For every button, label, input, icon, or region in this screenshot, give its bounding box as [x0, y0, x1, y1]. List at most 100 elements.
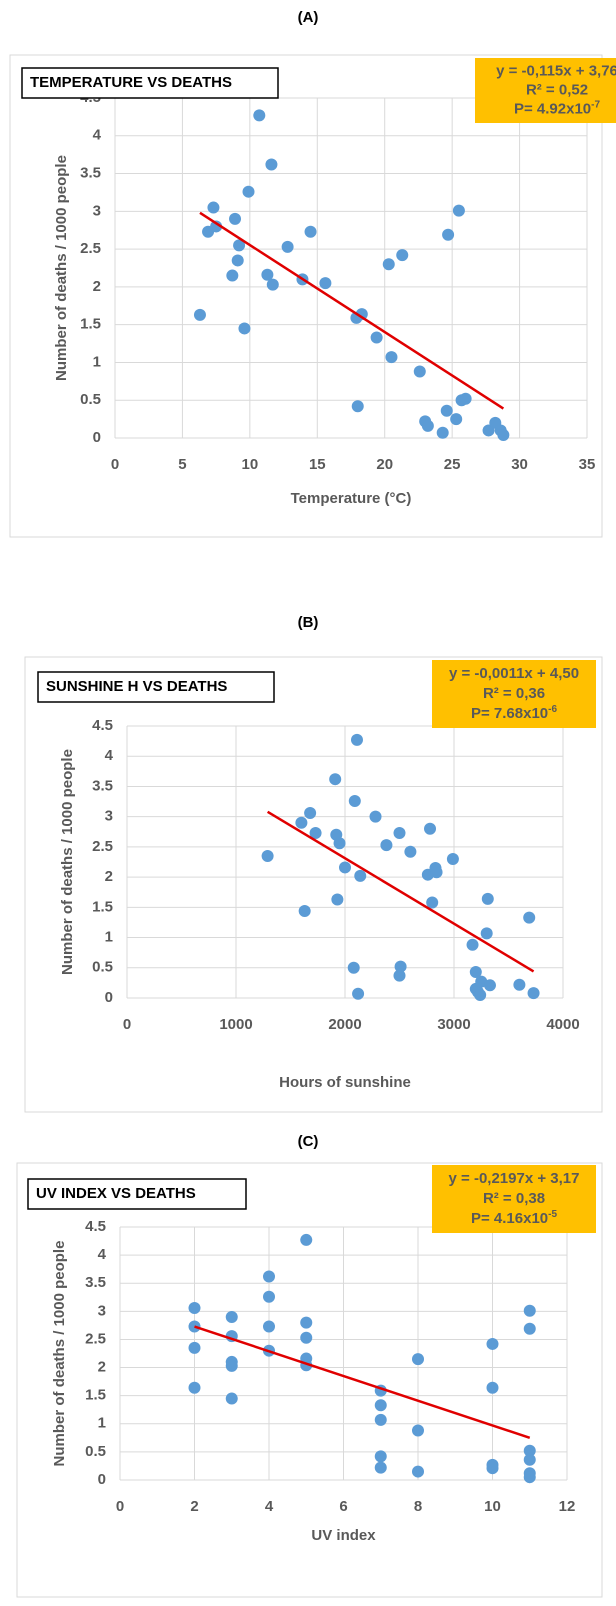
- y-tick-label: 3.5: [85, 1274, 106, 1291]
- y-tick-label: 0.5: [80, 391, 101, 408]
- data-point: [412, 1465, 424, 1478]
- data-point: [253, 109, 266, 122]
- p-value: P= 7.68x10-6: [471, 704, 557, 722]
- data-point: [263, 1320, 275, 1333]
- x-tick-label: 15: [309, 456, 326, 473]
- equation: y = -0,2197x + 3,17: [449, 1170, 580, 1187]
- data-point: [497, 428, 510, 441]
- data-point: [413, 365, 426, 378]
- data-point: [266, 278, 279, 291]
- y-tick-label: 4: [105, 747, 114, 764]
- x-tick-label: 8: [414, 1498, 422, 1515]
- x-axis-label: Temperature (°C): [291, 490, 412, 507]
- data-point: [424, 822, 437, 835]
- data-point: [188, 1381, 201, 1394]
- p-value: P= 4.92x10-7: [514, 99, 600, 117]
- annotation-box: [432, 1165, 596, 1233]
- data-point: [352, 987, 365, 1000]
- chart-title: TEMPERATURE VS DEATHS: [30, 74, 232, 91]
- annotation-box: [475, 58, 616, 123]
- data-point: [226, 269, 239, 282]
- y-tick-label: 4: [93, 127, 102, 144]
- x-tick-label: 4: [265, 1498, 274, 1515]
- data-point: [348, 794, 361, 807]
- data-point: [393, 826, 406, 839]
- p-value-base: P= 7.68x10: [471, 705, 548, 722]
- y-tick-label: 1: [105, 929, 113, 946]
- data-point: [207, 201, 220, 214]
- title-box: [27, 1178, 247, 1210]
- data-point: [396, 249, 409, 262]
- x-tick-label: 2: [190, 1498, 198, 1515]
- x-tick-label: 5: [178, 456, 186, 473]
- y-axis-label: Number of deaths / 1000 people: [53, 155, 70, 381]
- data-point: [188, 1341, 201, 1354]
- data-point: [486, 1381, 499, 1394]
- x-axis-label: UV index: [311, 1527, 376, 1544]
- p-value-base: P= 4.16x10: [471, 1210, 548, 1227]
- data-point: [347, 961, 360, 974]
- x-tick-label: 0: [123, 1016, 131, 1033]
- data-point: [281, 240, 294, 253]
- data-point: [355, 308, 368, 321]
- data-point: [329, 773, 342, 786]
- y-tick-label: 3: [93, 202, 101, 219]
- data-point: [350, 733, 363, 746]
- y-tick-label: 2: [105, 868, 113, 885]
- data-point: [242, 185, 255, 198]
- data-point: [393, 969, 406, 982]
- y-tick-label: 4.5: [85, 1218, 106, 1235]
- title-box: [21, 67, 279, 99]
- trend-line: [194, 1325, 531, 1440]
- data-point: [369, 810, 382, 823]
- x-tick-label: 0: [111, 456, 119, 473]
- data-point: [523, 1444, 536, 1457]
- data-point: [225, 1392, 238, 1405]
- x-tick-label: 35: [579, 456, 596, 473]
- panel-label: (A): [298, 9, 319, 26]
- data-point: [231, 254, 244, 267]
- y-tick-label: 3: [98, 1302, 106, 1319]
- data-point: [480, 927, 493, 940]
- data-point: [339, 861, 351, 874]
- y-tick-label: 1.5: [92, 898, 113, 915]
- panel-label: (B): [298, 614, 319, 631]
- y-tick-label: 4: [98, 1246, 107, 1263]
- y-tick-label: 4.5: [92, 717, 113, 734]
- data-point: [513, 978, 526, 991]
- data-point: [481, 892, 494, 905]
- data-point: [261, 268, 274, 281]
- data-point: [374, 1413, 387, 1426]
- chart-title: SUNSHINE H VS DEATHS: [46, 678, 227, 695]
- y-tick-label: 1: [98, 1415, 106, 1432]
- p-value-exponent: -6: [548, 704, 557, 715]
- y-tick-label: 1.5: [85, 1387, 106, 1404]
- data-point: [225, 1310, 238, 1323]
- r-squared: R² = 0,36: [483, 685, 545, 702]
- data-point: [309, 826, 322, 839]
- x-tick-label: 1000: [219, 1016, 252, 1033]
- data-point: [469, 966, 482, 979]
- data-point: [229, 212, 242, 225]
- data-point: [412, 1424, 424, 1437]
- y-tick-label: 1: [93, 353, 101, 370]
- data-point: [412, 1353, 424, 1366]
- p-value-base: P= 4.92x10: [514, 101, 591, 118]
- y-tick-label: 0: [105, 989, 113, 1006]
- data-point: [300, 1233, 313, 1246]
- data-point: [333, 837, 346, 850]
- p-value: P= 4.16x10-5: [471, 1209, 557, 1227]
- p-value-exponent: -7: [591, 99, 600, 110]
- data-point: [430, 866, 443, 879]
- x-tick-label: 6: [339, 1498, 347, 1515]
- data-point: [523, 911, 536, 924]
- data-point: [404, 845, 417, 858]
- title-box: [37, 671, 275, 703]
- data-point: [474, 988, 487, 1001]
- trend-line: [199, 211, 505, 410]
- data-point: [233, 239, 246, 252]
- data-point: [486, 1462, 499, 1475]
- y-tick-label: 0.5: [92, 959, 113, 976]
- y-tick-label: 2: [98, 1359, 106, 1376]
- y-tick-label: 3.5: [80, 165, 101, 182]
